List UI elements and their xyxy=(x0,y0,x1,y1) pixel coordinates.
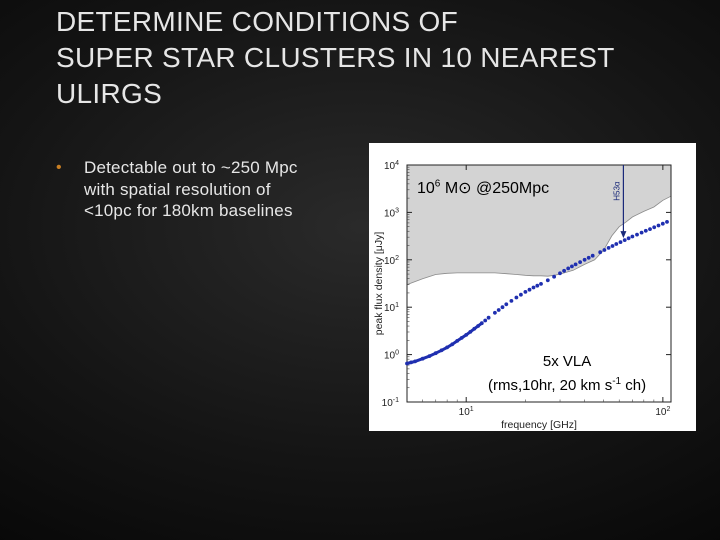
signal-point xyxy=(500,305,505,310)
signal-point xyxy=(486,315,491,320)
signal-point xyxy=(660,221,665,226)
slide-title-line-1: DETERMINE CONDITIONS OF xyxy=(56,6,459,37)
signal-point xyxy=(450,342,455,347)
bullet-list: • Detectable out to ~250 Mpc with spatia… xyxy=(56,157,306,222)
x-axis-label: frequency [GHz] xyxy=(501,419,577,431)
mass-base: 10 xyxy=(417,180,435,197)
signal-point xyxy=(476,324,480,328)
signal-point xyxy=(573,262,578,267)
signal-point xyxy=(427,354,432,358)
signal-point xyxy=(552,274,556,279)
signal-point xyxy=(531,285,536,290)
signal-point xyxy=(614,242,619,246)
signal-point xyxy=(643,228,648,233)
signal-point xyxy=(445,345,449,350)
signal-line-solid xyxy=(406,321,483,365)
vla-annotation: 5x VLA (rms,10hr, 20 km s-1 ch) xyxy=(488,352,646,396)
vla-line-2-exp: -1 xyxy=(612,376,622,387)
mass-exponent: 6 xyxy=(434,178,441,190)
signal-point xyxy=(483,318,488,323)
y-tick-label: 10-1 xyxy=(382,397,399,409)
y-tick-label: 102 xyxy=(384,255,399,267)
bullet-dot-icon: • xyxy=(56,159,62,176)
signal-point xyxy=(558,271,562,276)
signal-point xyxy=(496,308,501,312)
signal-point xyxy=(598,250,603,255)
y-axis-label: peak flux density [μJy] xyxy=(373,232,385,336)
signal-point xyxy=(535,283,540,288)
signal-point xyxy=(439,348,444,353)
bullet-text: Detectable out to ~250 Mpc with spatial … xyxy=(84,158,298,220)
signal-point xyxy=(420,356,425,361)
vla-line-2-pre: (rms,10hr, 20 km s xyxy=(488,377,613,394)
vla-line-1: 5x VLA xyxy=(542,353,592,370)
signal-point xyxy=(464,333,469,337)
signal-point xyxy=(590,253,595,258)
signal-point xyxy=(493,310,497,315)
slide-title-line-3: ULIRGS xyxy=(56,78,163,109)
signal-point xyxy=(472,326,477,331)
signal-point xyxy=(433,351,438,356)
y-tick-label: 100 xyxy=(384,350,399,362)
signal-point xyxy=(656,223,661,228)
signal-point xyxy=(606,246,611,250)
signal-point xyxy=(602,248,607,252)
signal-point xyxy=(409,360,413,365)
signal-point xyxy=(413,359,417,364)
signal-point xyxy=(455,339,460,343)
signal-point xyxy=(582,257,587,262)
signal-point xyxy=(578,260,582,264)
sensitivity-boundary-line xyxy=(406,195,672,285)
line-marker-arrow-head xyxy=(620,231,627,239)
signal-point xyxy=(639,230,644,235)
mass-annotation: 106 M⊙ @250Mpc xyxy=(417,178,549,198)
signal-point xyxy=(562,268,566,273)
signal-point xyxy=(514,295,519,300)
bullet-item: • Detectable out to ~250 Mpc with spatia… xyxy=(56,157,306,222)
signal-point xyxy=(504,302,509,307)
slide-title-line-2: SUPER STAR CLUSTERS IN 10 NEAREST xyxy=(56,42,615,73)
signal-point xyxy=(586,255,591,260)
mass-unit: M⊙ @250Mpc xyxy=(444,180,550,197)
signal-point xyxy=(566,266,571,271)
sensitivity-area xyxy=(407,165,671,285)
signal-point xyxy=(479,321,484,326)
signal-point xyxy=(665,220,669,224)
slide-title: DETERMINE CONDITIONS OF SUPER STAR CLUST… xyxy=(56,4,696,112)
signal-point xyxy=(618,240,623,244)
signal-point xyxy=(539,282,543,286)
signal-point xyxy=(626,236,631,241)
y-tick-label: 101 xyxy=(384,302,399,314)
signal-point xyxy=(509,299,514,303)
signal-point xyxy=(545,278,550,283)
signal-point xyxy=(570,264,574,269)
signal-point xyxy=(468,330,473,334)
y-tick-label: 103 xyxy=(384,207,399,219)
signal-point xyxy=(630,234,635,239)
signal-point xyxy=(622,238,627,242)
plot-frame xyxy=(406,164,672,403)
signal-point xyxy=(652,225,657,230)
signal-point xyxy=(523,290,528,294)
signal-point xyxy=(610,244,615,248)
x-tick-label: 102 xyxy=(655,406,670,418)
signal-point xyxy=(519,292,523,297)
signal-point xyxy=(459,336,464,340)
signal-point xyxy=(635,232,639,237)
signal-point xyxy=(405,361,409,366)
vla-line-2-post: ch) xyxy=(621,377,647,394)
line-marker-label: H53α xyxy=(612,181,621,201)
flux-density-figure: 10-1 100 101 102 103 104 101 102 frequency [GHz]… xyxy=(369,143,696,431)
signal-point xyxy=(527,287,532,292)
x-tick-label: 101 xyxy=(459,406,474,418)
signal-point xyxy=(648,227,652,231)
y-tick-label: 104 xyxy=(384,160,399,172)
